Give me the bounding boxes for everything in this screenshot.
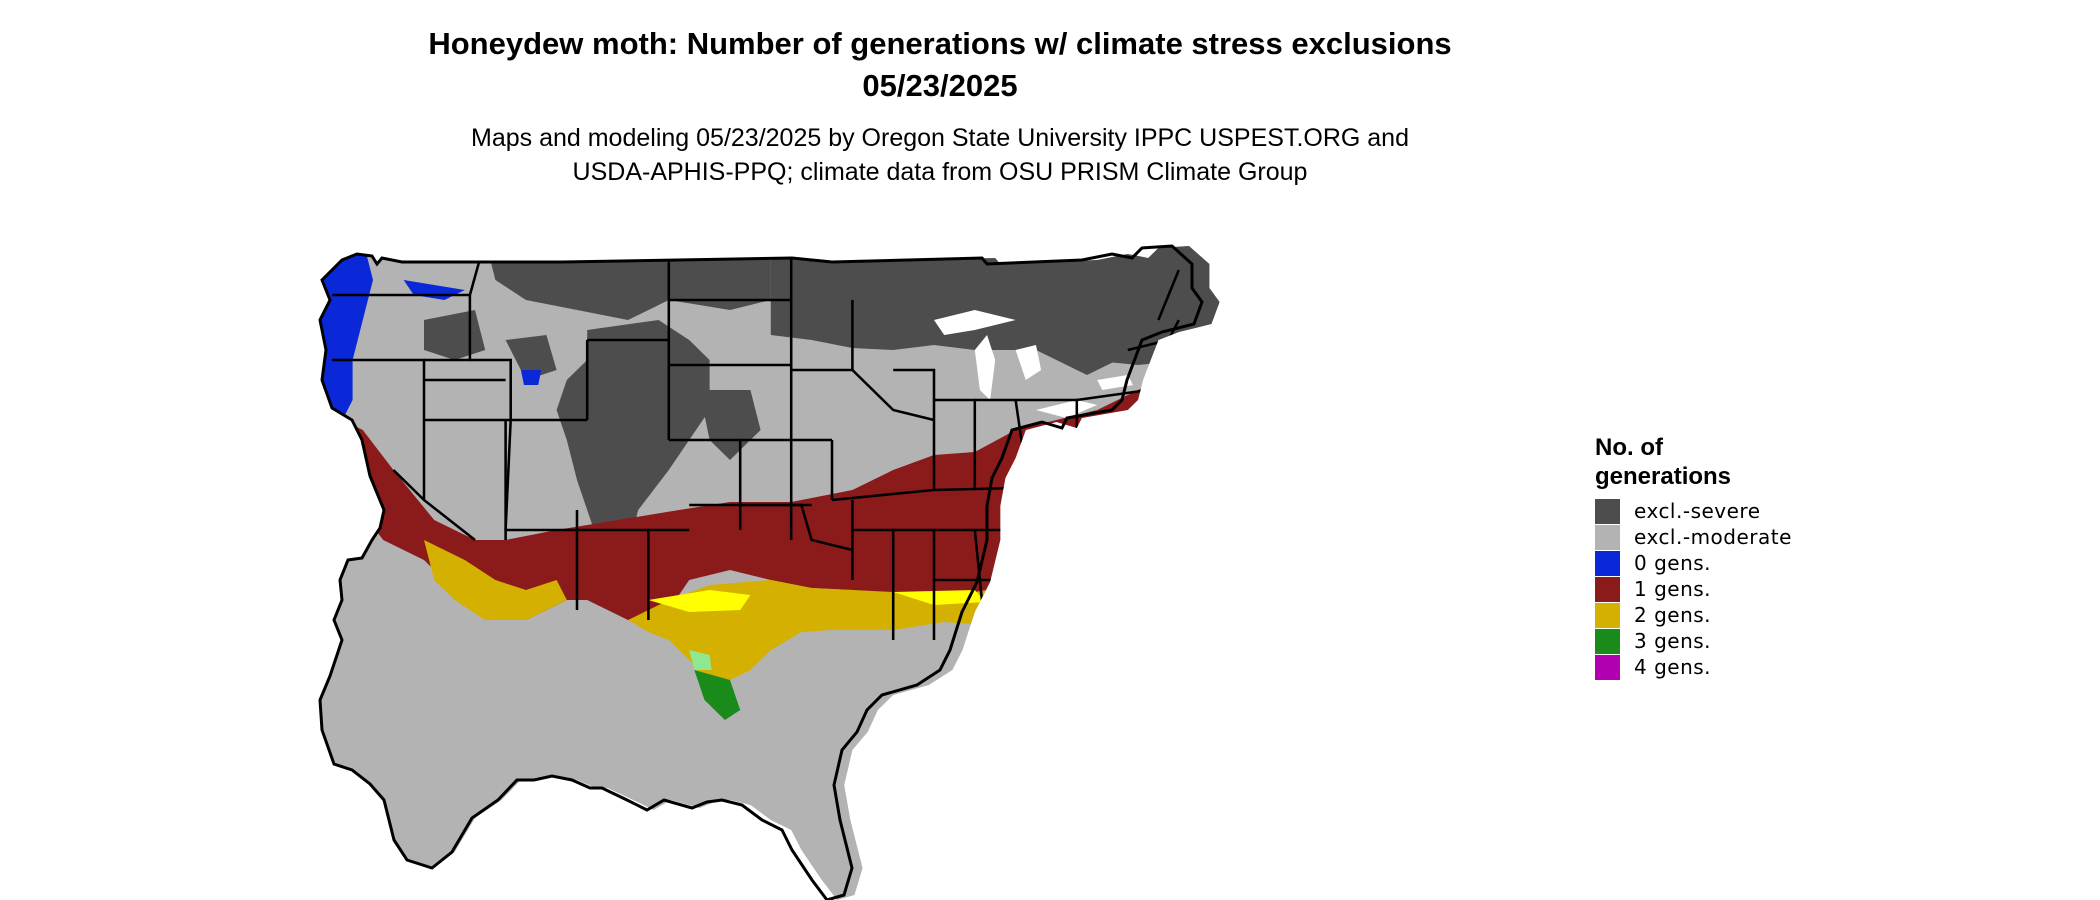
us-generations-map bbox=[318, 244, 1220, 900]
legend-label: excl.-moderate bbox=[1634, 525, 1792, 549]
legend-title-line1: No. of bbox=[1595, 434, 1663, 461]
legend: excl.-severe excl.-moderate 0 gens. 1 ge… bbox=[1595, 498, 1792, 680]
legend-item-4-gens: 4 gens. bbox=[1595, 654, 1792, 680]
legend-label: excl.-severe bbox=[1634, 499, 1761, 523]
legend-title-line2: generations bbox=[1595, 463, 1732, 490]
legend-swatch bbox=[1595, 628, 1620, 654]
legend-label: 1 gens. bbox=[1634, 577, 1712, 601]
map-date: 05/23/2025 bbox=[862, 68, 1018, 103]
legend-swatch bbox=[1595, 576, 1620, 602]
legend-swatch bbox=[1595, 550, 1620, 576]
legend-item-excl-severe: excl.-severe bbox=[1595, 498, 1792, 524]
legend-item-2-gens: 2 gens. bbox=[1595, 602, 1792, 628]
legend-item-3-gens: 3 gens. bbox=[1595, 628, 1792, 654]
legend-label: 3 gens. bbox=[1634, 629, 1712, 653]
legend-label: 2 gens. bbox=[1634, 603, 1712, 627]
legend-swatch bbox=[1595, 524, 1620, 550]
map-subtitle-line2: USDA-APHIS-PPQ; climate data from OSU PR… bbox=[572, 158, 1308, 186]
legend-item-0-gens: 0 gens. bbox=[1595, 550, 1792, 576]
legend-swatch bbox=[1595, 602, 1620, 628]
legend-label: 0 gens. bbox=[1634, 551, 1712, 575]
legend-swatch bbox=[1595, 498, 1620, 524]
legend-title: No. of generations bbox=[1595, 433, 1795, 491]
map-title: Honeydew moth: Number of generations w/ … bbox=[428, 26, 1452, 61]
legend-label: 4 gens. bbox=[1634, 655, 1712, 679]
legend-swatch bbox=[1595, 654, 1620, 680]
map-subtitle-line1: Maps and modeling 05/23/2025 by Oregon S… bbox=[471, 124, 1409, 152]
legend-item-1-gens: 1 gens. bbox=[1595, 576, 1792, 602]
legend-item-excl-moderate: excl.-moderate bbox=[1595, 524, 1792, 550]
